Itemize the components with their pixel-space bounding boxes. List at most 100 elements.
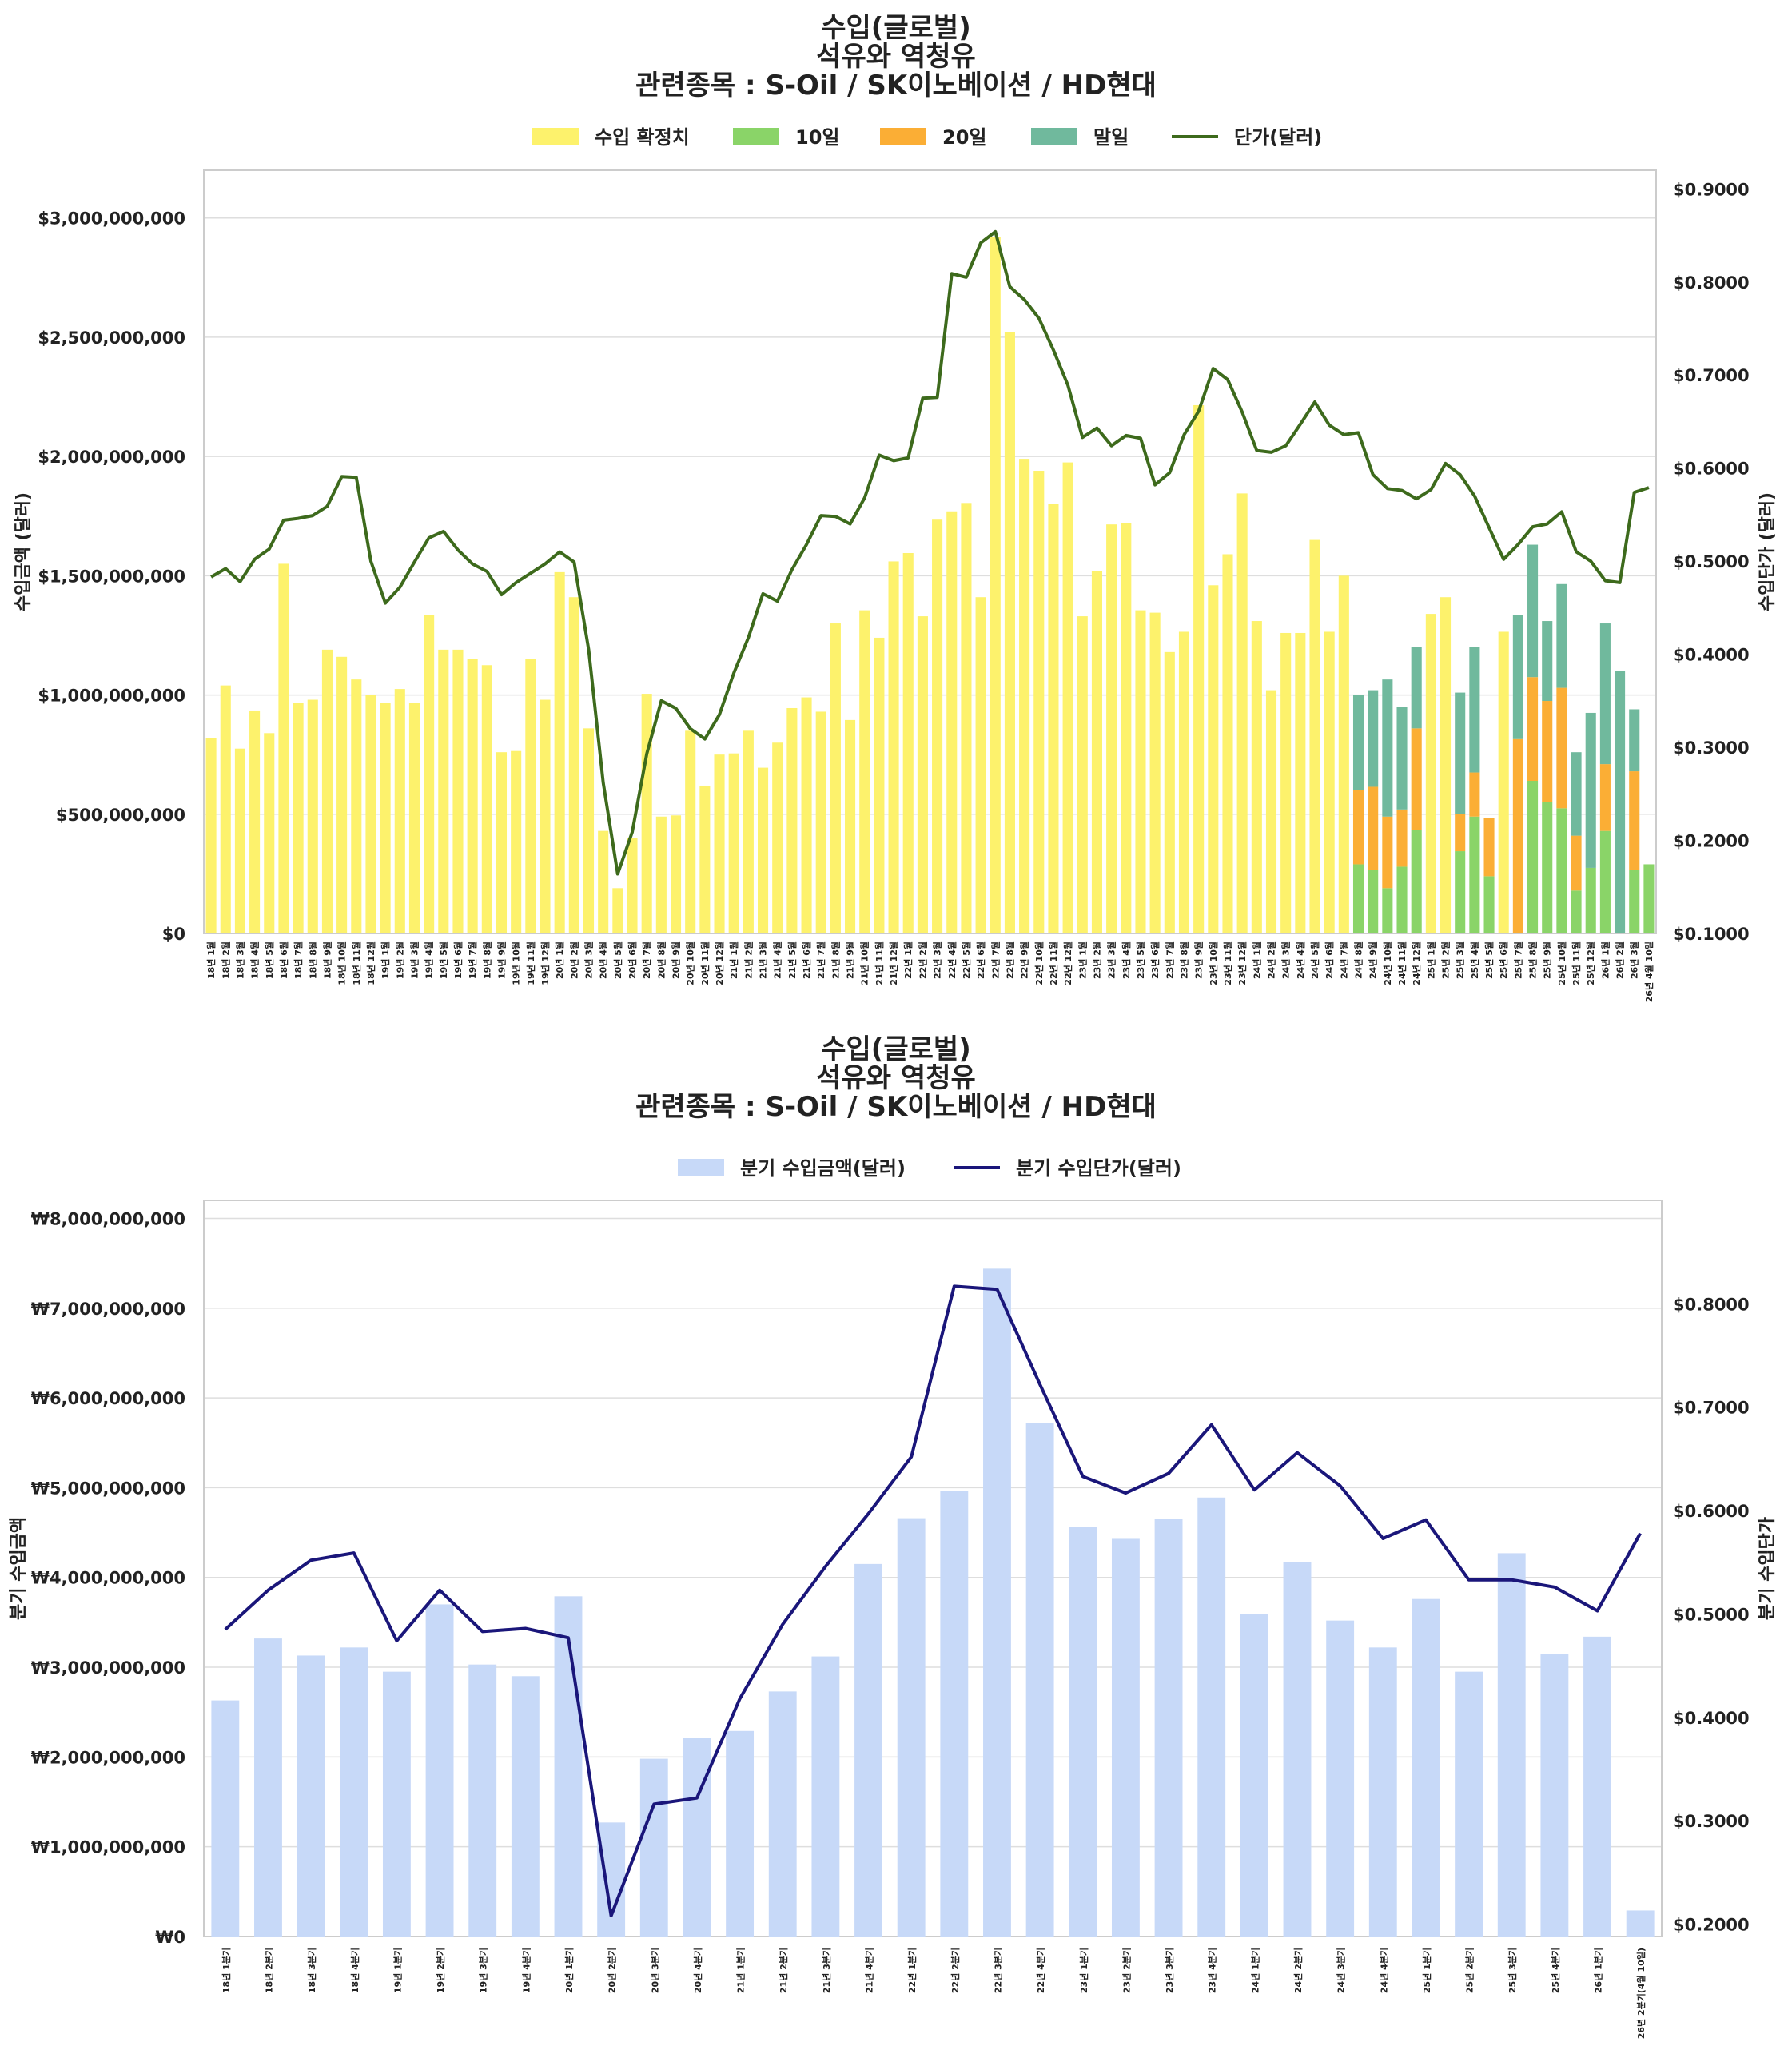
bar-3 (1527, 677, 1539, 781)
bar-1 (220, 685, 231, 933)
bar-1 (205, 738, 217, 933)
x-tick-label: 18년 1월 (205, 941, 217, 979)
x-tick-label: 22년 10월 (1033, 941, 1045, 985)
legend-item-2: 분기 수입단가(달러) (954, 1157, 1181, 1180)
quarter-price-line (224, 1284, 1642, 1918)
legend-swatch (880, 128, 926, 145)
y2-tick-label: $0.8000 (1673, 1295, 1750, 1314)
x-tick-label: 22년 2분기 (950, 1948, 961, 1993)
x-tick-label: 23년 11월 (1222, 941, 1233, 985)
bar-1 (249, 710, 261, 933)
bar-1 (786, 707, 798, 933)
y2-tick-label: $0.6000 (1673, 1502, 1750, 1521)
quarter-bar (940, 1491, 969, 1937)
bar-3 (1512, 738, 1523, 933)
x-tick-label: 18년 2월 (220, 941, 231, 979)
quarter-bar (683, 1738, 711, 1937)
x-tick-label: 20년 3분기 (649, 1948, 660, 1993)
x-tick-label: 24년 2월 (1265, 941, 1276, 979)
bar-1 (365, 695, 376, 933)
bar-1 (1208, 585, 1219, 933)
x-tick-label: 22년 6월 (975, 941, 986, 979)
x-tick-label: 19년 9월 (496, 941, 507, 979)
x-tick-label: 22년 3월 (932, 941, 943, 979)
bar-1 (307, 699, 318, 933)
x-tick-label: 24년 3월 (1280, 941, 1292, 979)
x-tick-label: 25년 1월 (1425, 941, 1436, 979)
x-tick-label: 23년 6월 (1149, 941, 1161, 979)
x-tick-label: 19년 2월 (394, 941, 405, 979)
x-tick-label: 20년 12월 (714, 941, 725, 985)
quarter-bar (1111, 1538, 1140, 1937)
x-tick-label: 23년 5월 (1135, 941, 1146, 979)
y2-tick-label: $0.4000 (1673, 646, 1750, 665)
bar-1 (1222, 554, 1233, 933)
x-tick-label: 19년 3월 (408, 941, 420, 979)
x-tick-label: 25년 6월 (1498, 941, 1509, 979)
bar-1 (655, 816, 667, 933)
x-tick-label: 18년 9월 (321, 941, 333, 979)
x-tick-label: 21년 5월 (786, 941, 798, 979)
bar-1 (1178, 631, 1190, 933)
x-tick-label: 18년 11월 (351, 941, 362, 985)
bar-3 (1382, 816, 1393, 889)
legend-label: 20일 (942, 126, 986, 149)
y-tick-label: ₩5,000,000,000 (31, 1479, 185, 1498)
x-tick-label: 22년 2월 (917, 941, 928, 979)
quarter-bar (1069, 1527, 1097, 1937)
x-tick-label: 22년 3분기 (992, 1948, 1003, 1993)
x-tick-label: 24년 6월 (1324, 941, 1335, 979)
x-tick-label: 21년 3분기 (821, 1948, 832, 1993)
bar-1 (946, 511, 958, 933)
bar-4 (1585, 712, 1596, 868)
bar-1 (438, 649, 449, 933)
legend-item-2: 10일 (733, 126, 839, 149)
x-tick-label: 21년 7월 (815, 941, 826, 979)
bar-1 (1280, 632, 1292, 933)
quarter-bar (1583, 1636, 1611, 1937)
bar-1 (511, 750, 522, 933)
bar-3 (1556, 687, 1567, 809)
bar-3 (1571, 835, 1582, 891)
quarter-bar (340, 1647, 368, 1937)
bar-1 (728, 753, 739, 933)
bar-4 (1396, 707, 1408, 810)
legend-swatch (532, 128, 579, 145)
y2-axis-label: 분기 수입단가 (1758, 1517, 1778, 1620)
x-tick-label: 18년 8월 (307, 941, 318, 979)
bar-1 (321, 649, 333, 933)
quarter-bar (211, 1700, 240, 1937)
x-tick-label: 24년 11월 (1396, 941, 1408, 985)
y-tick-label: ₩4,000,000,000 (31, 1569, 185, 1588)
legend-swatch (1031, 128, 1077, 145)
x-tick-label: 20년 4월 (598, 941, 609, 979)
bar-4 (1542, 621, 1553, 702)
legend-item-1: 수입 확정치 (532, 126, 690, 149)
x-tick-label: 24년 3분기 (1336, 1948, 1347, 1993)
x-tick-label: 25년 8월 (1527, 941, 1539, 979)
bar-1 (234, 748, 245, 933)
x-tick-label: 23년 10월 (1208, 941, 1219, 985)
bar-4 (1368, 690, 1379, 787)
quarter-bar (425, 1604, 454, 1937)
x-tick-label: 22년 1월 (902, 941, 914, 979)
x-tick-label: 21년 9월 (845, 941, 856, 979)
x-tick-label: 20년 1분기 (563, 1948, 575, 1993)
bar-1 (888, 561, 899, 933)
bar-1 (1121, 523, 1132, 933)
bar-1 (1048, 504, 1059, 933)
legend-label: 수입 확정치 (595, 126, 690, 149)
price-line (210, 229, 1650, 876)
bar-2 (1455, 851, 1466, 933)
quarter-bar (1540, 1654, 1569, 1937)
bar-2 (1629, 870, 1640, 933)
x-tick-label: 24년 10월 (1382, 941, 1393, 985)
x-tick-label: 22년 12월 (1062, 941, 1073, 985)
bar-1 (961, 503, 972, 933)
legend-swatch (733, 128, 779, 145)
bar-1 (1498, 631, 1509, 933)
bar-2 (1599, 830, 1611, 933)
bar-1 (568, 597, 579, 933)
